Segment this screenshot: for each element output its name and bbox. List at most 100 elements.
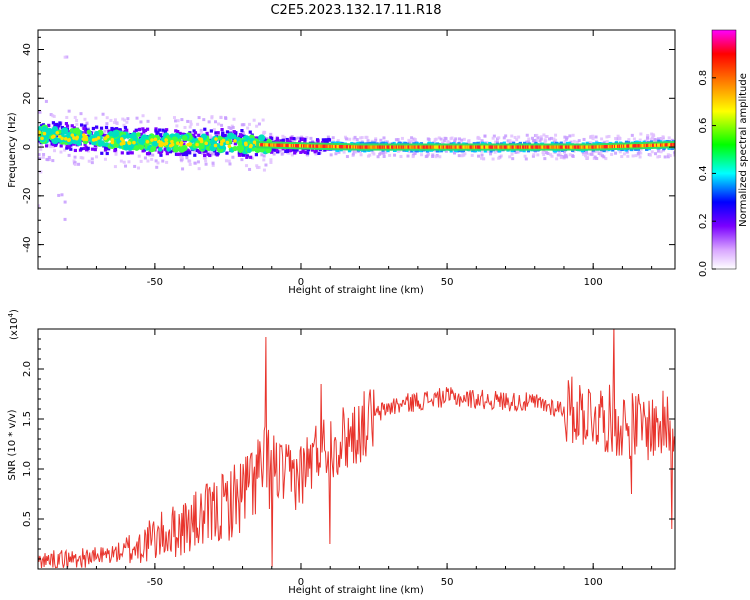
spectrogram-cell bbox=[433, 138, 437, 142]
spectrogram-cell bbox=[563, 154, 567, 158]
spectrogram-cell bbox=[368, 153, 372, 157]
spectrogram-cell bbox=[656, 137, 660, 141]
spectrogram-cell bbox=[625, 150, 629, 154]
spectrogram-cell bbox=[241, 131, 245, 135]
spectrogram-cell bbox=[72, 136, 76, 140]
spectrogram-cell bbox=[404, 141, 408, 146]
spectrogram-cell bbox=[114, 152, 118, 156]
spectrogram-cell bbox=[232, 117, 236, 121]
spectrogram-cell bbox=[70, 124, 74, 128]
spectrogram-cell bbox=[372, 141, 376, 145]
spectrogram-cell bbox=[272, 152, 276, 156]
spectrogram-y-tick-label: -20 bbox=[22, 188, 33, 204]
spectrogram-cell bbox=[240, 158, 244, 162]
spectrogram-cell bbox=[299, 150, 303, 154]
spectrogram-cell bbox=[616, 137, 620, 141]
colorbar-tick-label: 0.4 bbox=[698, 165, 709, 181]
spectrogram-cell bbox=[324, 140, 329, 145]
spectrogram-cell bbox=[605, 140, 609, 144]
spectrogram-cell bbox=[95, 125, 99, 129]
spectrogram-cell bbox=[289, 149, 293, 153]
snr-x-tick-label: -50 bbox=[147, 577, 163, 588]
spectrogram-cell bbox=[410, 139, 414, 143]
spectrogram-cell bbox=[119, 137, 124, 141]
spectrogram-cell bbox=[246, 126, 250, 130]
spectrogram-cell bbox=[67, 109, 71, 113]
spectrogram-cell bbox=[316, 139, 320, 143]
spectrogram-cell bbox=[204, 159, 208, 163]
spectrogram-cell bbox=[121, 117, 125, 121]
spectrogram-cell bbox=[285, 139, 290, 143]
spectrogram-cell bbox=[396, 138, 400, 142]
spectrogram-cell bbox=[342, 150, 346, 154]
spectrogram-cell bbox=[158, 128, 162, 132]
spectrogram-cell bbox=[264, 163, 268, 167]
snr-y-tick-label: 2.0 bbox=[22, 361, 33, 377]
spectrogram-cell bbox=[582, 152, 586, 156]
spectrogram-cell bbox=[221, 138, 226, 143]
spectrogram-cell bbox=[126, 151, 130, 155]
spectrogram-cell bbox=[382, 136, 386, 140]
spectrogram-cell bbox=[280, 152, 284, 156]
spectrogram-cell bbox=[666, 153, 670, 157]
spectrogram-cell bbox=[96, 136, 101, 140]
spectrogram-cell bbox=[63, 148, 67, 152]
spectrogram-cell bbox=[248, 167, 252, 171]
spectrogram-cell bbox=[627, 138, 631, 142]
snr-panel: -50 0 50 100 0.5 1.0 1.5 2.0 Height of straight… bbox=[7, 309, 676, 596]
spectrogram-cell bbox=[554, 141, 558, 146]
spectrogram-cell bbox=[563, 139, 567, 143]
spectrogram-cell bbox=[208, 153, 212, 158]
spectrogram-cell bbox=[180, 151, 184, 155]
spectrogram-cell bbox=[87, 159, 91, 163]
spectrogram-x-label: Height of straight line (km) bbox=[288, 285, 424, 296]
spectrogram-cell bbox=[638, 155, 642, 159]
spectrogram-cell bbox=[470, 153, 474, 157]
spectrogram-cell bbox=[79, 156, 83, 160]
spectrogram-cell bbox=[636, 151, 640, 155]
spectrogram-cell bbox=[269, 132, 273, 136]
spectrogram-cell bbox=[209, 129, 213, 133]
spectrogram-cell bbox=[203, 153, 207, 158]
spectrogram-cell bbox=[219, 115, 223, 119]
spectrogram-cell bbox=[84, 130, 88, 134]
spectrogram-cell bbox=[65, 115, 69, 119]
spectrogram-cell bbox=[527, 137, 531, 141]
spectrogram-cell bbox=[73, 148, 77, 153]
spectrogram-cell bbox=[385, 140, 389, 144]
spectrogram-cell bbox=[161, 128, 165, 132]
spectrogram-cell bbox=[237, 153, 242, 157]
spectrogram-cell bbox=[261, 118, 265, 122]
spectrogram-cell bbox=[130, 151, 134, 155]
spectrogram-cell bbox=[95, 155, 99, 159]
spectrogram-cell bbox=[255, 124, 259, 128]
spectrogram-cell bbox=[257, 165, 261, 169]
spectrogram-cell bbox=[210, 152, 214, 156]
spectrogram-cell bbox=[67, 153, 71, 157]
spectrogram-cell bbox=[517, 149, 521, 153]
spectrogram-cell bbox=[358, 141, 362, 145]
spectrogram-cell bbox=[281, 134, 285, 138]
spectrogram-cell bbox=[379, 138, 383, 142]
spectrogram-cell bbox=[603, 140, 607, 144]
spectrogram-cell bbox=[639, 132, 643, 136]
spectrogram-cell bbox=[663, 155, 667, 159]
spectrogram-cell bbox=[113, 165, 117, 169]
spectrogram-cell bbox=[207, 120, 211, 124]
spectrogram-cell bbox=[604, 157, 608, 161]
spectrogram-cell bbox=[309, 136, 313, 140]
spectrogram-cell bbox=[303, 137, 307, 142]
spectrogram-cell bbox=[75, 122, 79, 126]
snr-y-tick-label: 1.5 bbox=[22, 411, 33, 427]
spectrogram-cell bbox=[269, 150, 274, 154]
spectrogram-cell bbox=[231, 155, 235, 159]
colorbar-gradient bbox=[711, 29, 737, 270]
spectrogram-cell bbox=[127, 137, 131, 141]
spectrogram-cell bbox=[485, 141, 489, 145]
spectrogram-cell bbox=[620, 155, 624, 159]
spectrogram-cell bbox=[134, 128, 138, 132]
spectrogram-cell bbox=[639, 147, 643, 151]
spectrogram-cell bbox=[227, 126, 231, 130]
spectrogram-cell bbox=[150, 157, 154, 161]
spectrogram-cell bbox=[217, 135, 223, 141]
